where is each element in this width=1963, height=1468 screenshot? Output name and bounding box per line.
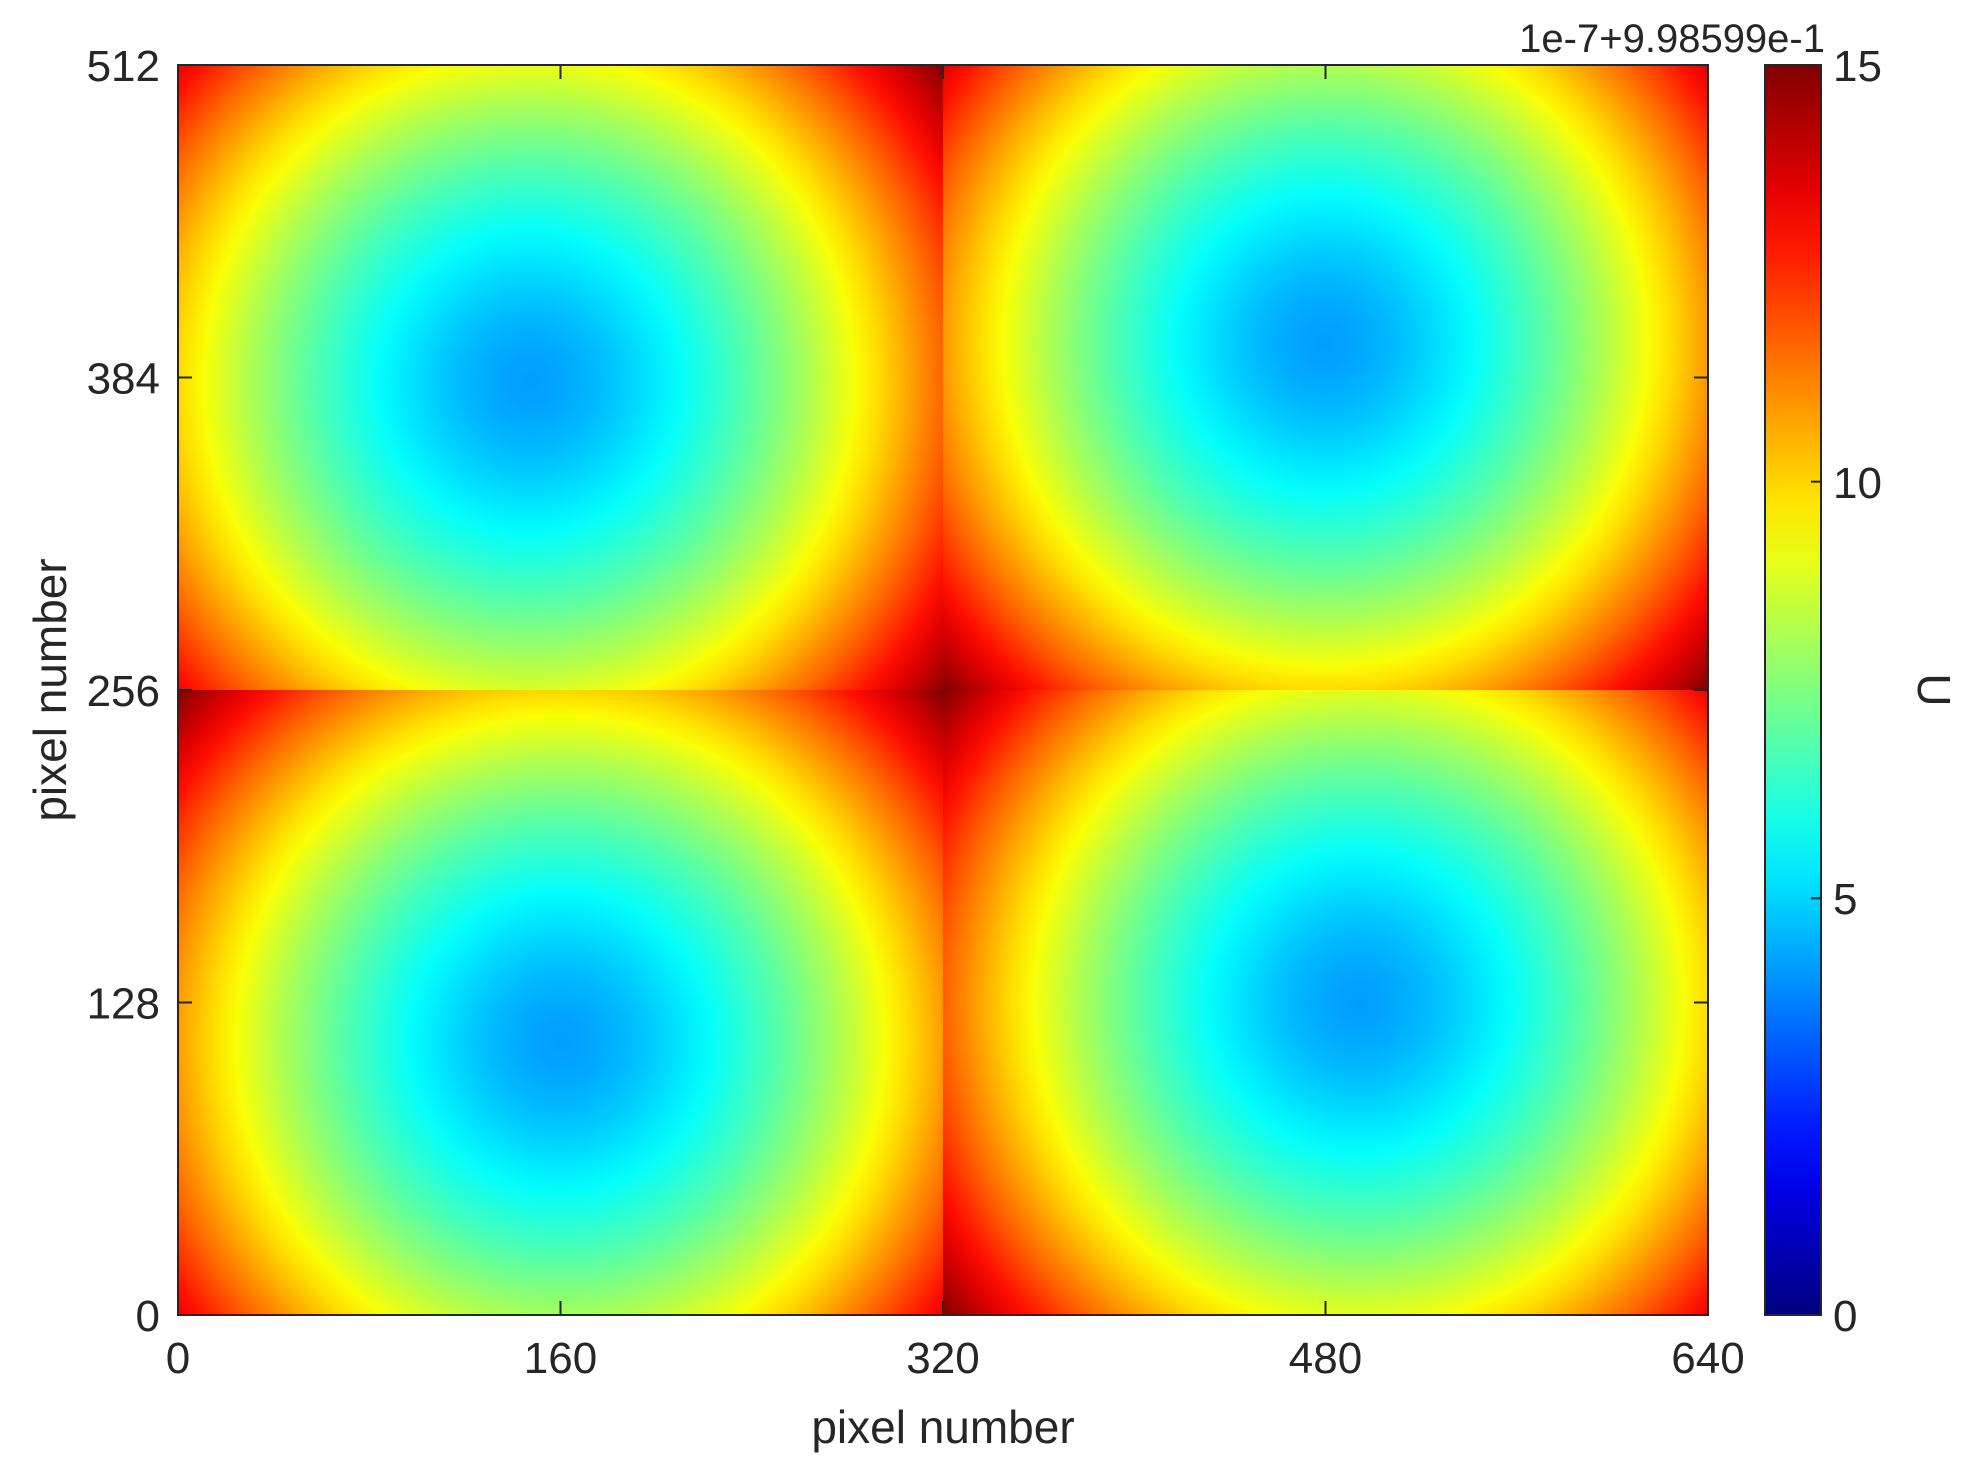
x-tick-labels: 0 160 320 480 640 [166, 1334, 1745, 1383]
y-tick-label: 0 [136, 1292, 160, 1341]
y-tick-label: 384 [87, 355, 160, 404]
y-tick-label: 128 [87, 980, 160, 1029]
colorbar-tick-label: 0 [1833, 1292, 1857, 1341]
x-tick-label: 480 [1289, 1334, 1362, 1383]
colorbar-tick-labels: 0 5 10 15 [1833, 42, 1882, 1341]
heatmap-layer [178, 65, 1708, 1315]
colorbar-exponent-label: 1e-7+9.98599e-1 [1519, 17, 1825, 61]
x-tick-label: 640 [1671, 1334, 1744, 1383]
y-axis-label: pixel number [24, 558, 76, 821]
colorbar-ticks [1811, 64, 1821, 1316]
colorbar-tick-label: 5 [1833, 875, 1857, 924]
heatmap-quadrant [943, 65, 1708, 690]
x-axis-label: pixel number [811, 1401, 1074, 1453]
y-tick-label: 512 [87, 42, 160, 91]
colorbar [1764, 64, 1822, 1316]
colorbar-tick-label: 15 [1833, 42, 1882, 91]
tick-layer [177, 64, 1709, 1316]
colorbar-tick-label: 10 [1833, 459, 1882, 508]
x-tick-label: 160 [524, 1334, 597, 1383]
heatmap-quadrant [178, 690, 943, 1315]
heatmap-quadrant [943, 690, 1708, 1315]
y-tick-label: 256 [87, 667, 160, 716]
x-tick-label: 0 [166, 1334, 190, 1383]
y-tick-labels: 0 128 256 384 512 [87, 42, 160, 1341]
heatmap-quadrant [178, 65, 943, 690]
colorbar-label: U [1908, 673, 1960, 706]
x-tick-label: 320 [906, 1334, 979, 1383]
